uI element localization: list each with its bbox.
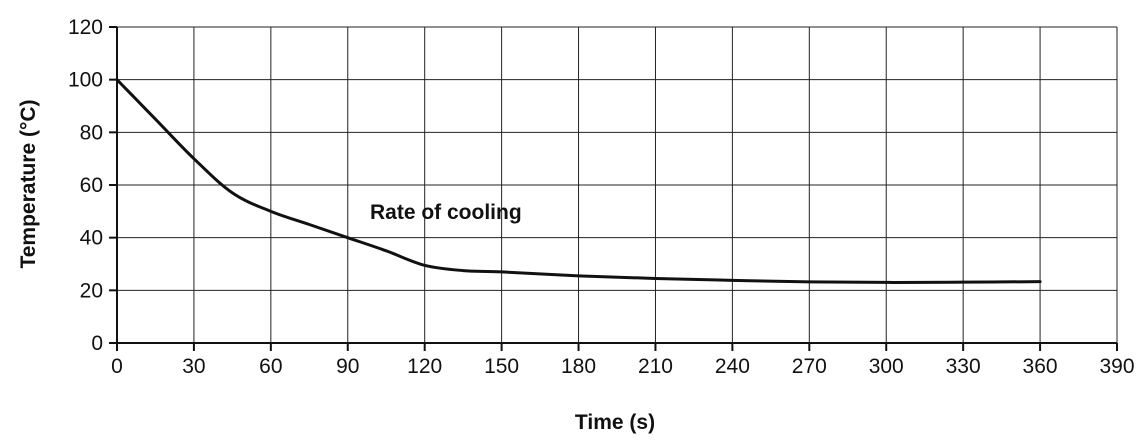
x-axis-title: Time (s) (575, 411, 655, 434)
x-tick-label: 120 (407, 355, 442, 378)
y-tick-label: 20 (80, 279, 103, 302)
chart-annotation: Rate of cooling (370, 201, 522, 224)
x-tick-label: 180 (561, 355, 596, 378)
x-tick-label: 30 (182, 355, 205, 378)
x-tick-label: 150 (484, 355, 519, 378)
y-axis-title: Temperature (°C) (17, 99, 40, 268)
tick-labels: 0 30 60 90 120 150 180 210 240 270 300 330 360 390 0 20… (68, 16, 1135, 378)
series-group (115, 78, 1042, 284)
x-tick-label: 360 (1023, 355, 1058, 378)
y-tick-label: 100 (68, 69, 103, 92)
x-tick-label: 90 (336, 355, 359, 378)
y-tick-label: 40 (80, 227, 103, 250)
x-tick-label: 270 (792, 355, 827, 378)
x-tick-label: 60 (259, 355, 282, 378)
y-tick-label: 80 (80, 121, 103, 144)
x-tick-label: 0 (111, 355, 123, 378)
grid (117, 26, 1118, 343)
x-tick-label: 390 (1099, 355, 1134, 378)
y-tick-label: 0 (91, 332, 103, 355)
x-tick-label: 300 (869, 355, 904, 378)
y-tick-label: 120 (68, 16, 103, 39)
cooling-curve-line (115, 78, 1042, 284)
x-tick-label: 210 (638, 355, 673, 378)
x-tick-label: 330 (946, 355, 981, 378)
axes (109, 26, 1118, 351)
y-tick-label: 60 (80, 174, 103, 197)
x-tick-label: 240 (715, 355, 750, 378)
